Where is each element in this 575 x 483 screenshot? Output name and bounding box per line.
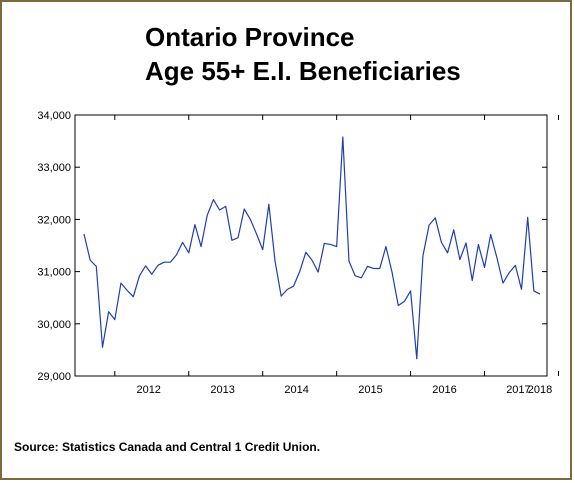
plot-border [74, 114, 548, 377]
y-tick-label: 33,000 [37, 162, 71, 174]
series-line [83, 136, 541, 360]
y-tick-label: 29,000 [37, 371, 71, 383]
chart-title: Ontario Province Age 55+ E.I. Beneficiar… [0, 20, 575, 88]
x-tick-label: 2018 [528, 384, 552, 396]
x-tick-label: 2017 [506, 384, 530, 396]
x-tick-label: 2013 [210, 384, 234, 396]
x-tick-label: 2012 [136, 384, 160, 396]
y-tick-label: 31,000 [37, 267, 71, 279]
x-tick-label: 2016 [432, 384, 456, 396]
source-note: Source: Statistics Canada and Central 1 … [14, 440, 321, 454]
x-tick-label: 2014 [284, 384, 308, 396]
y-tick-label: 32,000 [37, 214, 71, 226]
y-tick-label: 30,000 [37, 319, 71, 331]
plot-area: 29,000 30,000 31,000 32,000 33,000 34,000 2012… [37, 110, 559, 396]
title-line-1: Ontario Province [145, 22, 355, 52]
x-tick-label: 2015 [358, 384, 382, 396]
title-line-2: Age 55+ E.I. Beneficiaries [145, 56, 461, 86]
y-tick-label: 34,000 [37, 110, 71, 122]
